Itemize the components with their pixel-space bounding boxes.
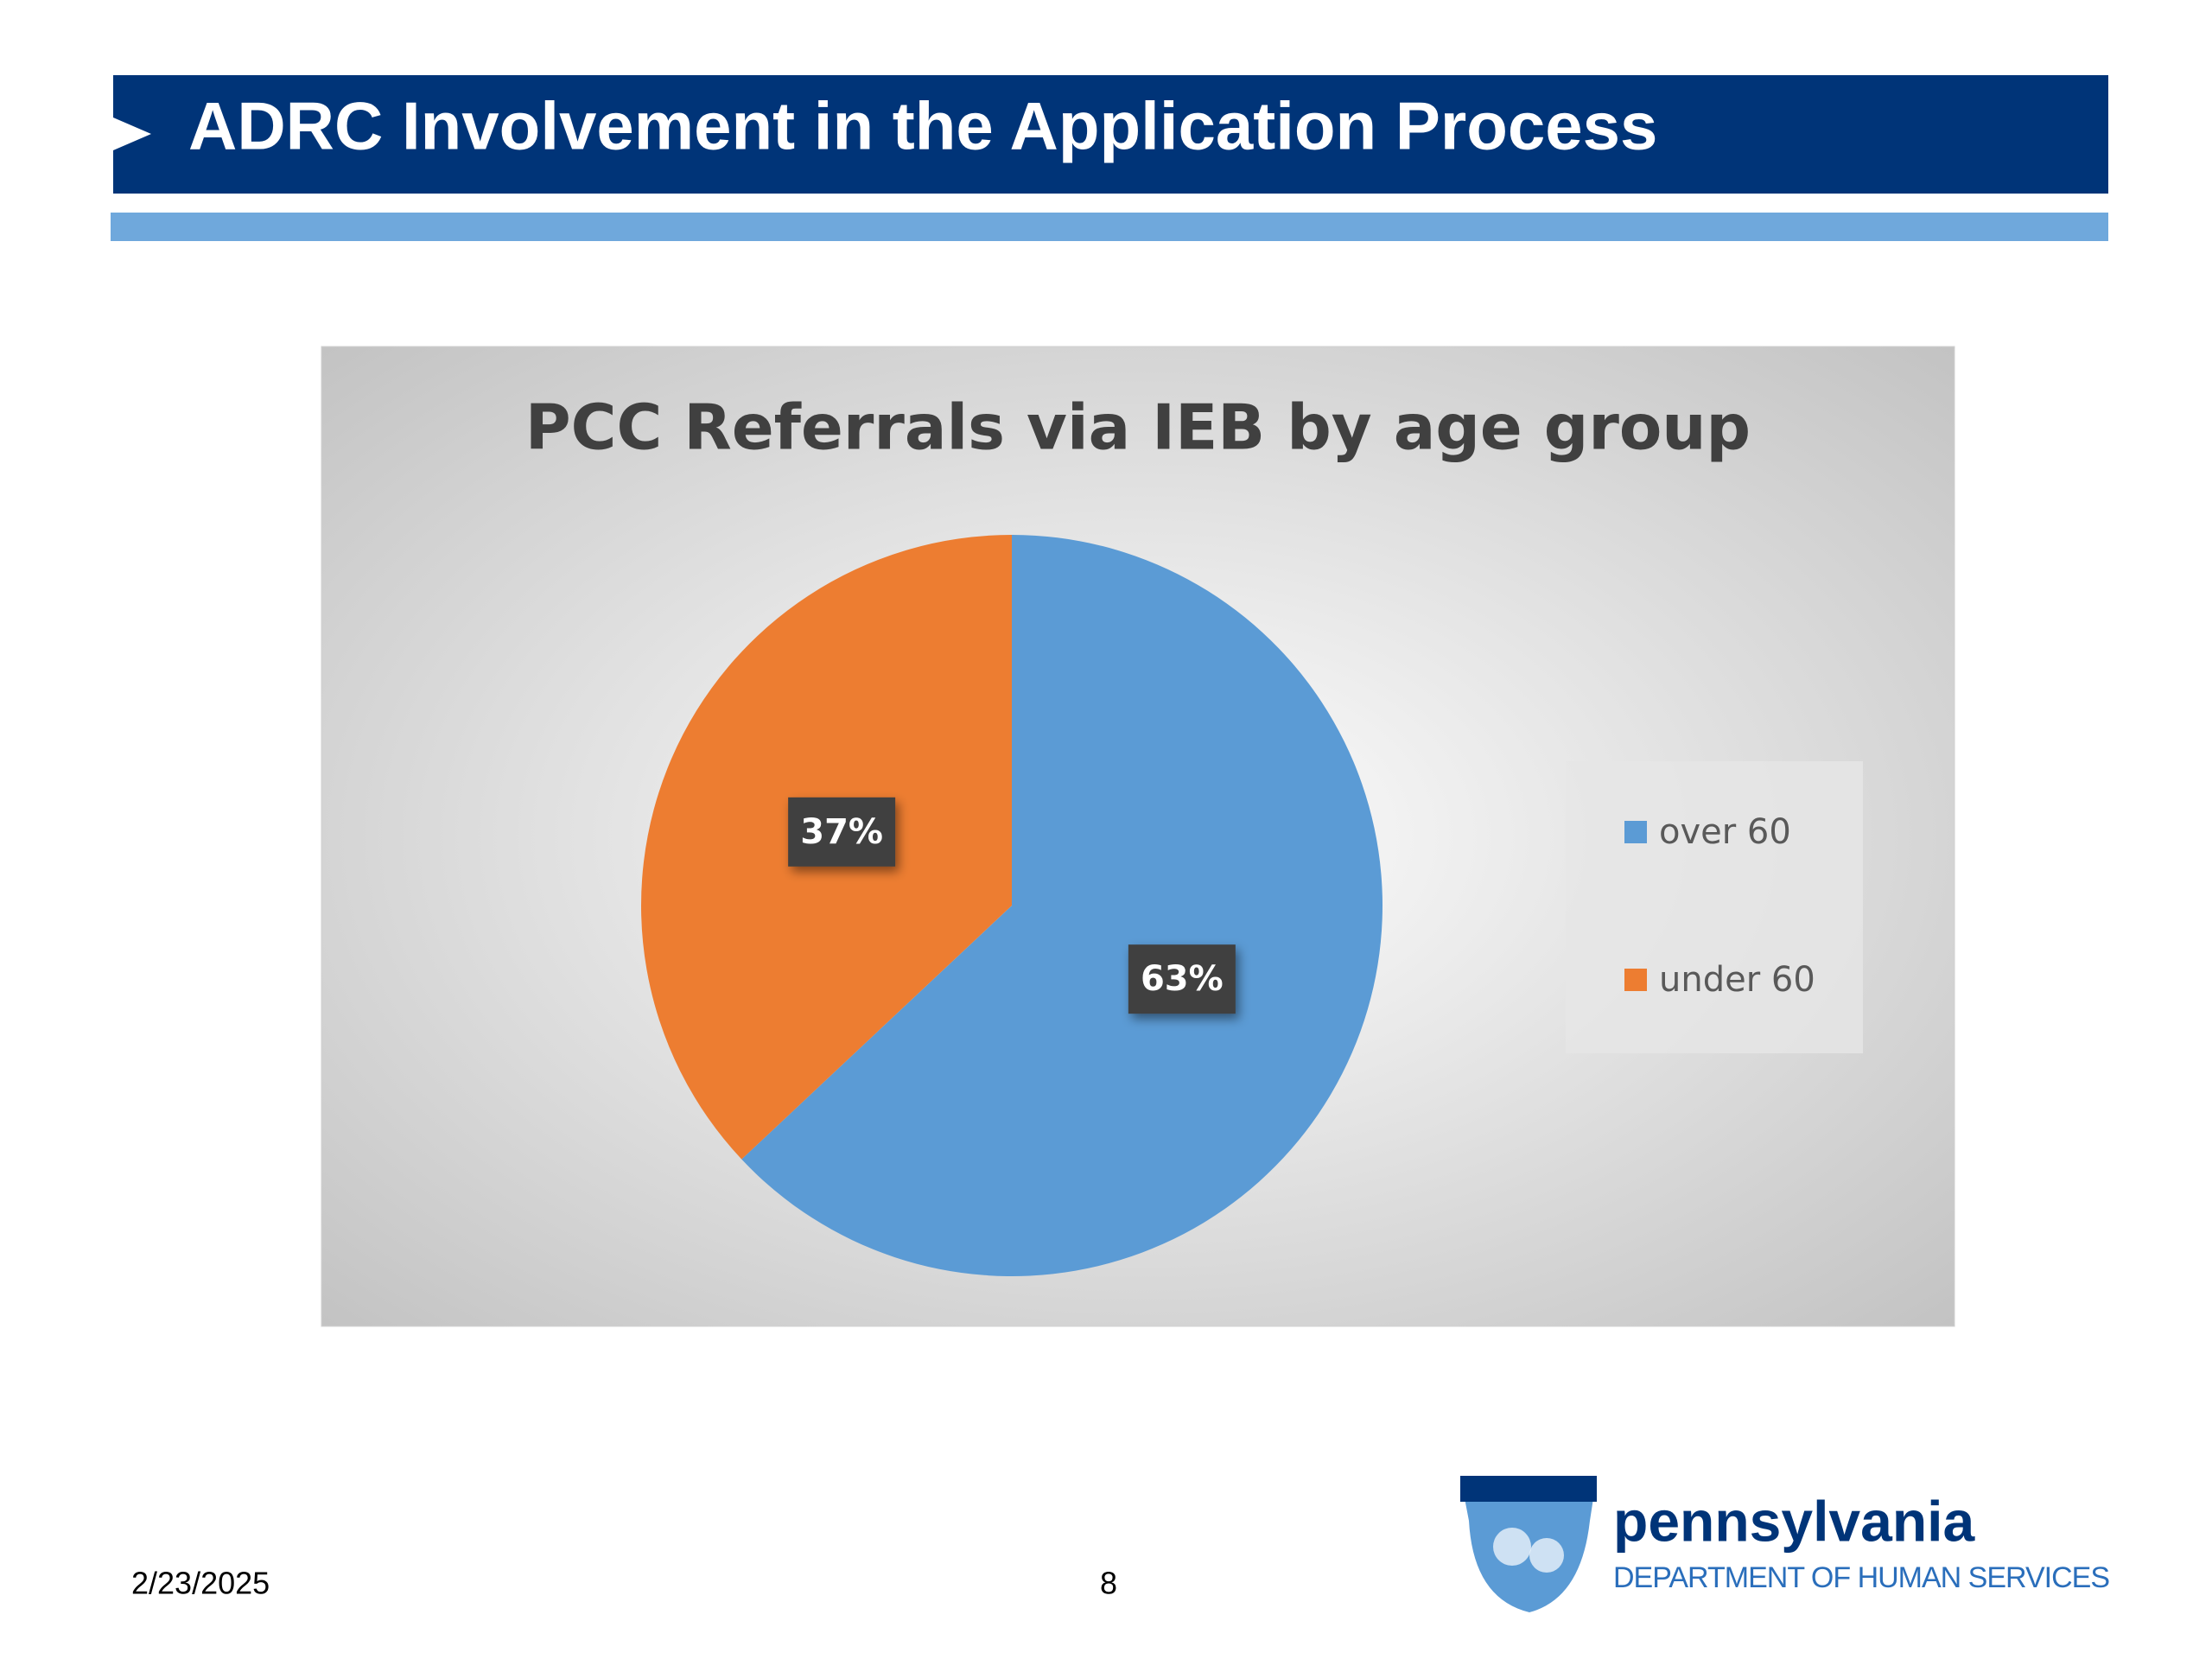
legend-label: under 60 [1659, 960, 1815, 1000]
data-label: 37% [800, 812, 883, 852]
logo-department: DEPARTMENT OF HUMAN SERVICES [1613, 1561, 2110, 1594]
data-label-box [1128, 944, 1236, 1014]
chart-title: PCC Referrals via IEB by age group [525, 391, 1751, 464]
footer-date: 2/23/2025 [131, 1566, 270, 1601]
data-label: 63% [1141, 959, 1224, 999]
slide-title: ADRC Involvement in the Application Proc… [188, 88, 1657, 164]
data-label-box [788, 797, 896, 867]
title-bar [113, 75, 2108, 194]
legend-swatch [1624, 821, 1647, 843]
title-arrow [113, 118, 151, 150]
logo-name: pennsylvania [1613, 1489, 1975, 1553]
pie-slice [741, 535, 1382, 1276]
chart: PCC Referrals via IEB by age group 63% 37… [321, 346, 1955, 1327]
accent-bar [111, 213, 2108, 241]
legend-label: over 60 [1659, 812, 1791, 852]
legend [1566, 761, 1863, 1053]
page-number: 8 [1100, 1566, 1117, 1601]
logo-mark [1460, 1476, 1597, 1612]
legend-swatch [1624, 969, 1647, 991]
